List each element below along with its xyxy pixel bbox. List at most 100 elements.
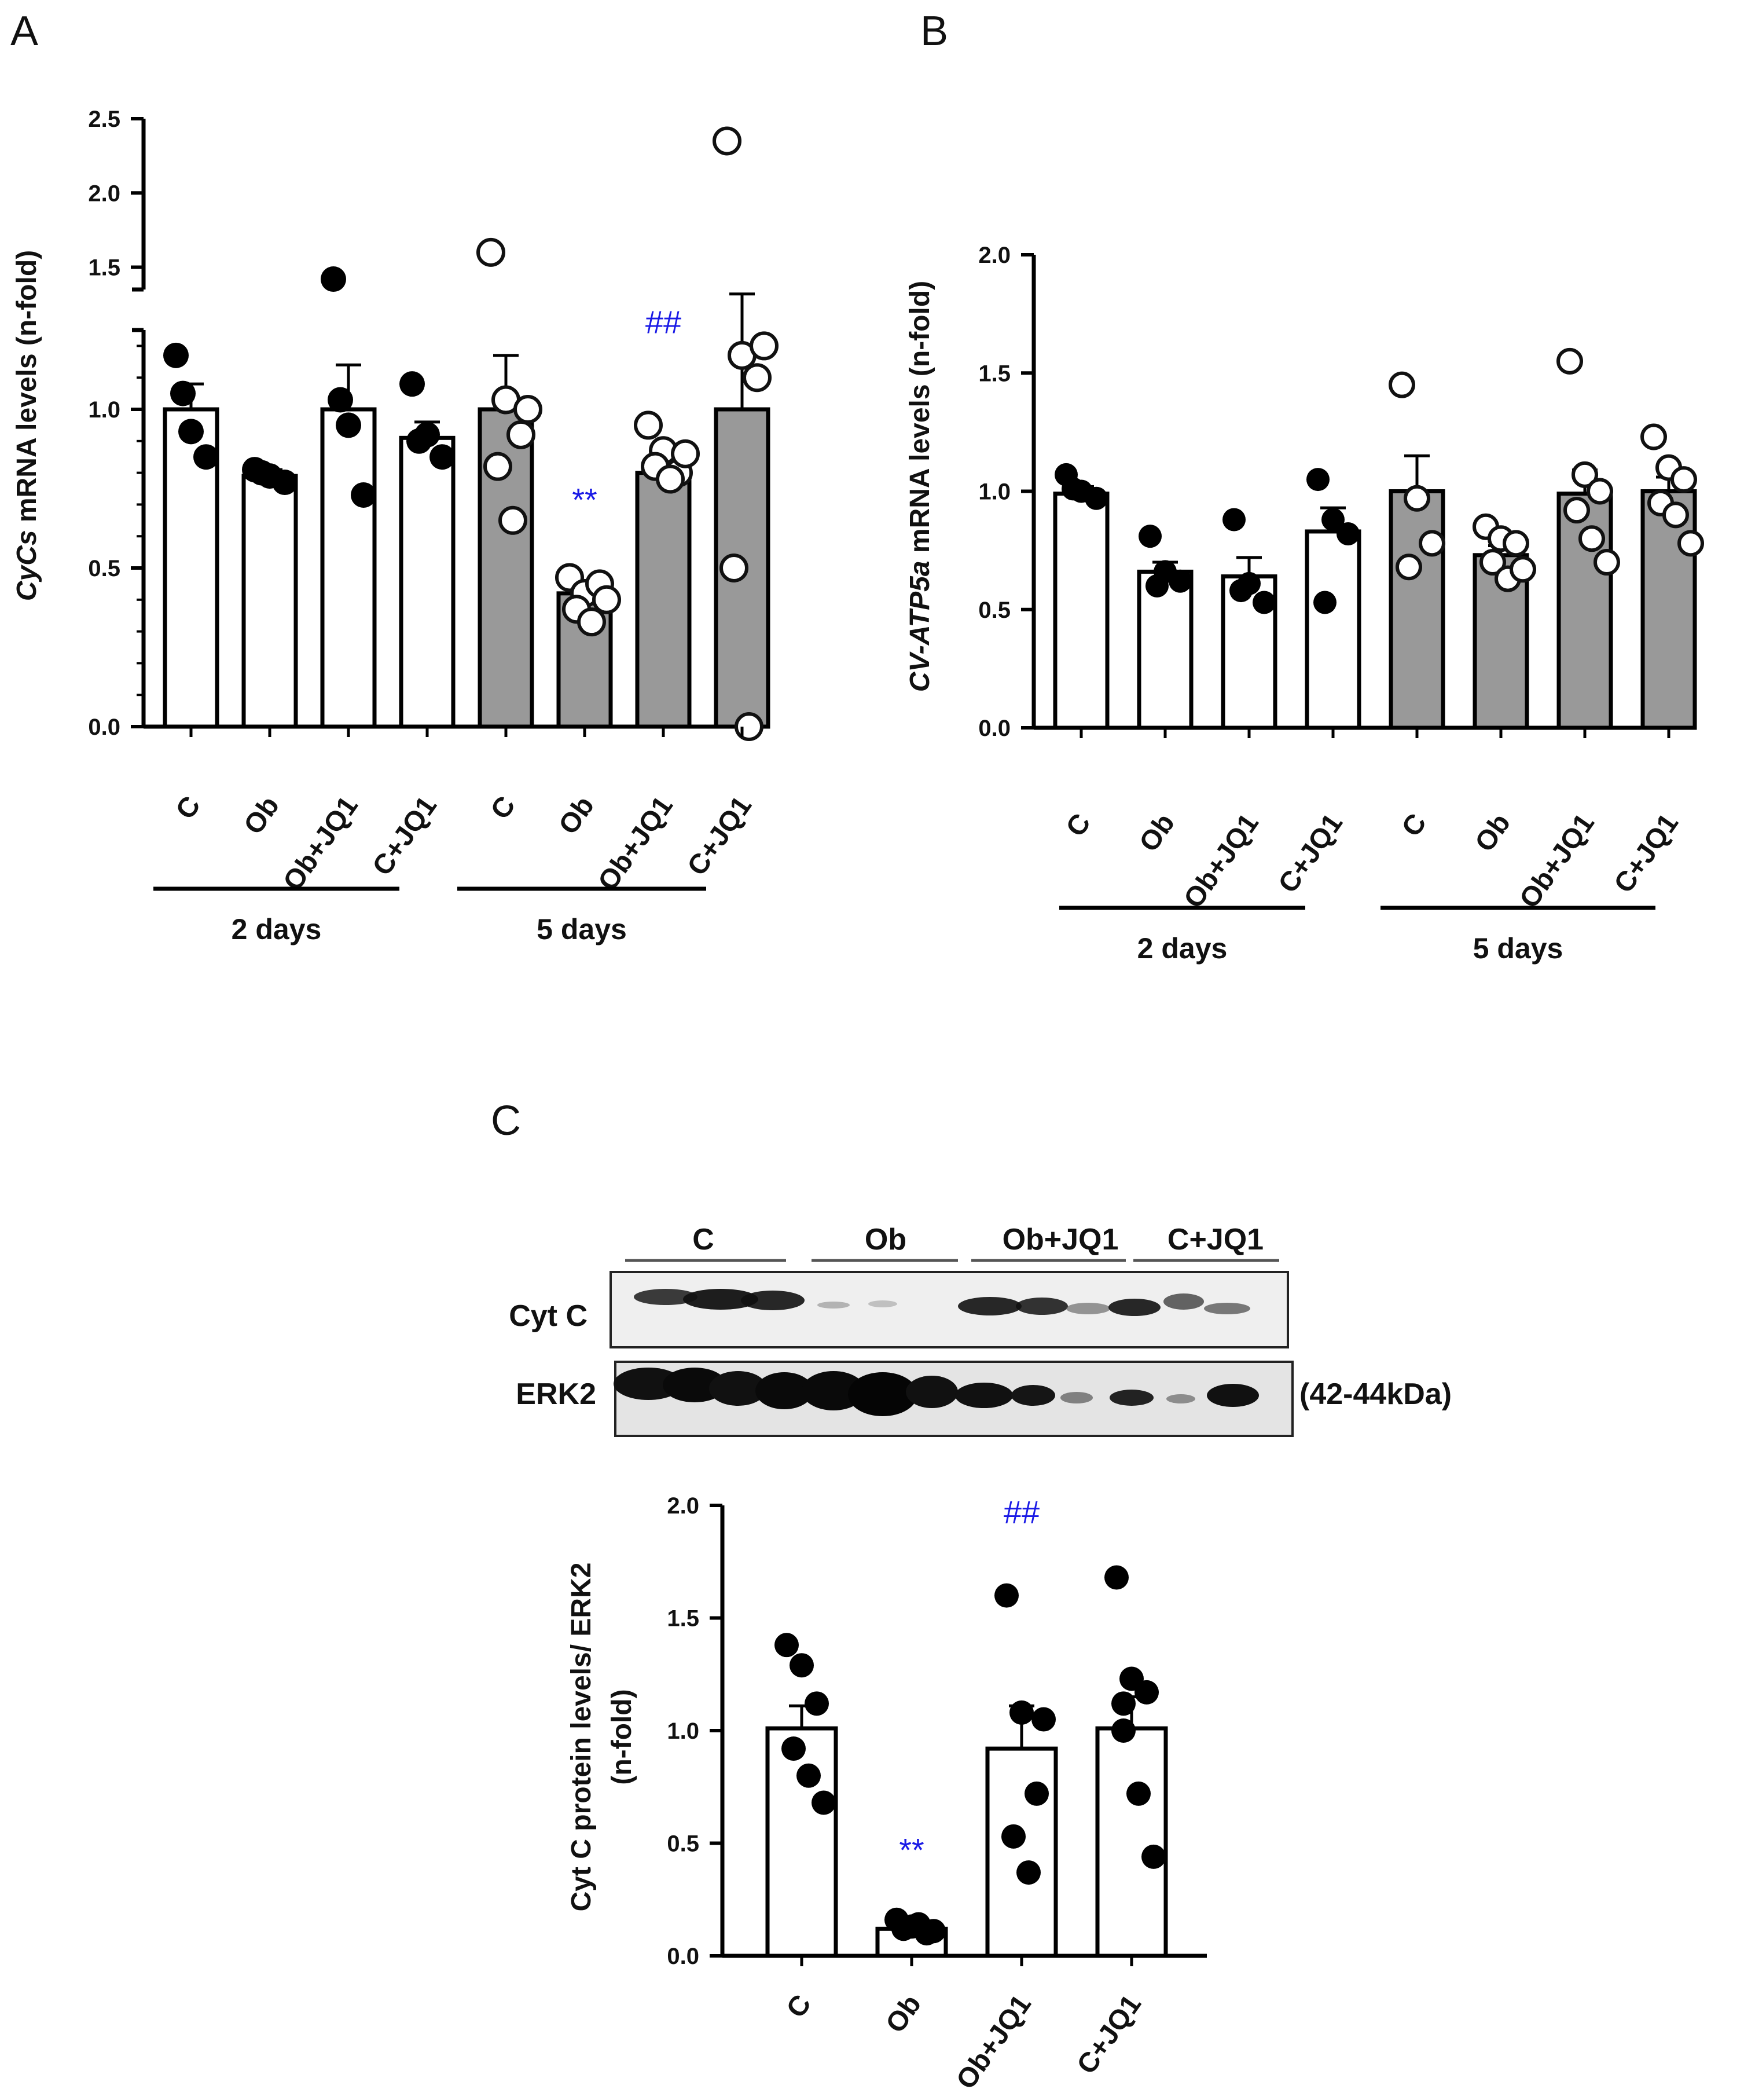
a-point-4-3 bbox=[483, 452, 512, 481]
b-point-4-0 bbox=[1389, 371, 1415, 398]
b-group-label-0: 2 days bbox=[1137, 932, 1228, 965]
b-point-7-4 bbox=[1662, 501, 1689, 529]
a-point-7-3 bbox=[719, 554, 748, 582]
b-point-4-1 bbox=[1404, 485, 1430, 512]
a-point-5-5 bbox=[592, 585, 621, 614]
b-point-6-3 bbox=[1563, 497, 1590, 524]
c-y-label-line-1: Cyt C protein levels/ ERK2 bbox=[566, 1563, 597, 1912]
lane-label-ob-jq1: Ob+JQ1 bbox=[1003, 1223, 1119, 1256]
a-point-3-2 bbox=[429, 444, 455, 470]
c-point-3-6 bbox=[1111, 1691, 1136, 1716]
western-blot: C Ob Ob+JQ1 C+JQ1 Cyt C ERK2 (42-44kDa) bbox=[509, 1223, 1452, 1437]
c-point-0-0 bbox=[774, 1633, 799, 1658]
a-xtick-1: Ob bbox=[238, 791, 285, 840]
b-y-label-gene: CV-ATP5a bbox=[905, 560, 935, 692]
c-significance-0: ** bbox=[899, 1832, 924, 1868]
a-xtick-4: C bbox=[485, 791, 522, 825]
c-point-3-0 bbox=[1104, 1565, 1129, 1590]
c-point-3-3 bbox=[1111, 1718, 1136, 1743]
a-point-2-1 bbox=[336, 412, 361, 438]
c-bar-3 bbox=[1095, 1726, 1168, 1958]
b-ytick-1: 0.5 bbox=[978, 598, 1011, 623]
a-group-label-0: 2 days bbox=[232, 913, 322, 945]
a-point-1-2 bbox=[272, 470, 298, 496]
a-bar-1 bbox=[241, 474, 298, 729]
a-ytick-1: 0.5 bbox=[88, 556, 120, 581]
b-ytick-3: 1.5 bbox=[978, 361, 1011, 386]
b-point-4-2 bbox=[1419, 530, 1445, 557]
b-xtick-1: Ob bbox=[1133, 808, 1181, 857]
b-point-0-3 bbox=[1062, 477, 1085, 501]
a-point-6-5 bbox=[671, 439, 700, 468]
lane-label-c-jq1: C+JQ1 bbox=[1167, 1223, 1264, 1256]
a-bar-2 bbox=[320, 407, 377, 729]
panel-letter-c: C bbox=[491, 1098, 521, 1144]
a-xtick-0: C bbox=[170, 791, 207, 825]
b-point-1-0 bbox=[1139, 525, 1162, 548]
a-xtick-3: C+JQ1 bbox=[367, 791, 443, 881]
b-point-6-2 bbox=[1587, 478, 1613, 505]
c-ytick-3: 1.5 bbox=[667, 1606, 699, 1632]
a-point-2-2 bbox=[351, 482, 376, 508]
b-point-7-0 bbox=[1640, 423, 1667, 450]
a-y-label-gene: CyCs bbox=[12, 530, 42, 601]
b-point-1-2 bbox=[1169, 569, 1192, 593]
a-point-7-2 bbox=[743, 363, 772, 393]
c-ytick-1: 0.5 bbox=[667, 1831, 699, 1857]
b-point-1-3 bbox=[1145, 574, 1169, 598]
c-bar-2 bbox=[985, 1746, 1058, 1958]
b-point-6-5 bbox=[1594, 549, 1620, 576]
lane-label-c: C bbox=[692, 1223, 714, 1256]
b-point-7-5 bbox=[1677, 530, 1704, 557]
c-point-1-5 bbox=[921, 1919, 946, 1944]
c-xtick-1: Ob bbox=[880, 1989, 927, 2039]
b-xtick-0: C bbox=[1060, 808, 1097, 842]
a-xtick-5: Ob bbox=[553, 791, 600, 840]
panel-letter-b: B bbox=[920, 8, 948, 54]
a-bar-6 bbox=[635, 471, 692, 729]
b-xtick-2: Ob+JQ1 bbox=[1178, 808, 1265, 914]
b-point-6-0 bbox=[1556, 347, 1583, 375]
c-significance-1: ## bbox=[1004, 1494, 1040, 1530]
a-xtick-6: Ob+JQ1 bbox=[592, 791, 679, 896]
chart-c: 0.0 0.5 1.0 1.5 2.0 Cyt C protein levels/ ERK… bbox=[566, 1493, 1207, 2095]
c-bar-0 bbox=[765, 1726, 838, 1958]
c-xtick-2: Ob+JQ1 bbox=[950, 1989, 1037, 2095]
blot-row-erk2: ERK2 bbox=[516, 1377, 596, 1411]
c-xtick-0: C bbox=[781, 1989, 817, 2024]
b-bar-0 bbox=[1053, 492, 1110, 730]
b-point-3-2 bbox=[1337, 522, 1360, 546]
panel-letter-a: A bbox=[10, 8, 38, 54]
c-ytick-4: 2.0 bbox=[667, 1493, 699, 1519]
b-xtick-5: Ob bbox=[1469, 808, 1517, 857]
a-point-3-3 bbox=[406, 428, 432, 454]
b-point-2-3 bbox=[1229, 579, 1253, 603]
c-point-0-3 bbox=[781, 1736, 806, 1761]
chart-a: 0.0 0.5 1.0 1.5 2.0 2.5 CyCs mRNA levels (n-fo… bbox=[12, 107, 779, 945]
c-ytick-2: 1.0 bbox=[667, 1718, 699, 1744]
a-point-2-0 bbox=[321, 266, 346, 292]
b-xtick-3: C+JQ1 bbox=[1273, 808, 1349, 899]
b-point-3-1 bbox=[1321, 508, 1345, 532]
a-point-4-0 bbox=[476, 237, 505, 267]
c-point-2-2 bbox=[1025, 1781, 1049, 1806]
a-point-0-0 bbox=[163, 342, 189, 368]
b-point-4-3 bbox=[1396, 554, 1422, 581]
a-point-0-3 bbox=[170, 380, 196, 406]
b-point-5-5 bbox=[1510, 556, 1536, 583]
b-point-5-2 bbox=[1503, 530, 1529, 557]
b-bar-1 bbox=[1137, 569, 1194, 730]
lane-label-ob: Ob bbox=[865, 1223, 906, 1256]
a-xtick-7: C+JQ1 bbox=[682, 791, 758, 881]
chart-b: 0.0 0.5 1.0 1.5 2.0 CV-ATP5a mRNA levels (n-f… bbox=[905, 243, 1704, 965]
c-point-2-3 bbox=[1001, 1824, 1026, 1849]
c-point-3-5 bbox=[1141, 1844, 1166, 1869]
c-point-0-1 bbox=[790, 1653, 814, 1678]
a-y-label-rest: mRNA levels (n-fold) bbox=[12, 250, 42, 530]
a-point-7-0 bbox=[713, 126, 741, 156]
b-bar-3 bbox=[1305, 529, 1361, 730]
a-point-4-4 bbox=[498, 505, 527, 535]
a-ytick-2: 1.0 bbox=[88, 397, 120, 423]
b-ytick-2: 1.0 bbox=[978, 479, 1011, 505]
